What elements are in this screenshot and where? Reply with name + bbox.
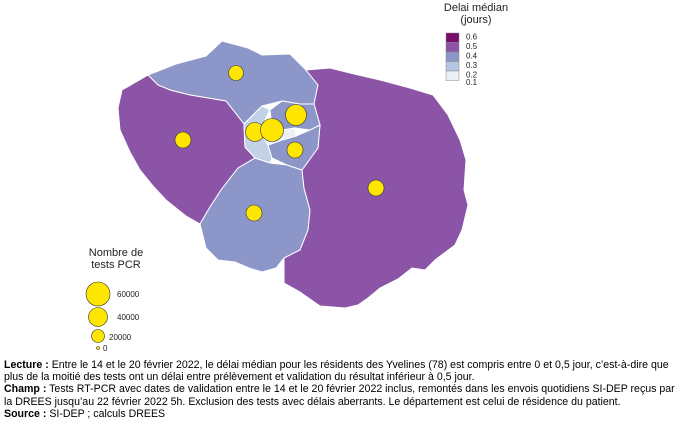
caption-champ-text: Tests RT-PCR avec dates de validation en… xyxy=(4,383,675,408)
caption-champ: Champ : Tests RT-PCR avec dates de valid… xyxy=(4,383,682,407)
legend-swatch-0-3 xyxy=(445,61,460,72)
bubble-seine-saint-denis xyxy=(285,104,307,126)
size-legend-title: Nombre de tests PCR xyxy=(78,247,154,271)
bubble-yvelines xyxy=(174,131,192,149)
legend-label-0-5: 0.5 xyxy=(466,42,478,51)
caption-lecture-text: Entre le 14 et le 20 février 2022, le dé… xyxy=(4,359,669,384)
delay-legend-title-line1: Delai médian xyxy=(443,2,509,14)
bubble-val-d-oise xyxy=(228,65,244,81)
delay-legend-title-line2: (jours) xyxy=(460,14,492,26)
size-legend-label-0: 0 xyxy=(103,344,108,353)
size-legend-circle-0 xyxy=(96,346,100,350)
legend-swatch-0-6 xyxy=(445,32,460,43)
caption-champ-label: Champ : xyxy=(4,383,47,396)
bubble-paris xyxy=(260,118,284,142)
size-legend-circle-60000 xyxy=(85,281,111,307)
size-legend-title-line1: Nombre de xyxy=(88,247,144,259)
bubble-seine-et-marne xyxy=(367,179,385,197)
caption-source-text: SI-DEP ; calculs DREES xyxy=(46,407,166,420)
caption-lecture-label: Lecture : xyxy=(4,359,49,371)
size-legend-circle-20000 xyxy=(91,329,105,343)
figure-caption: Lecture : Entre le 14 et le 20 février 2… xyxy=(4,359,682,420)
legend-swatch-0-2 xyxy=(445,70,460,81)
size-legend-circle-40000 xyxy=(88,307,108,327)
delay-legend: 0.6 0.5 0.4 0.3 0.2 0.1 xyxy=(445,32,478,87)
legend-swatch-0-4 xyxy=(445,51,460,62)
size-legend-label-60000: 60000 xyxy=(117,290,140,299)
bubble-val-de-marne xyxy=(286,141,304,159)
legend-label-0-1: 0.1 xyxy=(466,78,478,87)
legend-label-0-2: 0.2 xyxy=(466,71,478,80)
caption-lecture: Lecture : Entre le 14 et le 20 février 2… xyxy=(4,359,682,383)
legend-label-0-6: 0.6 xyxy=(466,33,478,42)
bubble-essonne xyxy=(245,204,263,222)
caption-source-label: Source : xyxy=(4,407,47,420)
size-legend-label-40000: 40000 xyxy=(117,313,140,322)
delay-legend-title: Delai médian (jours) xyxy=(440,2,512,26)
legend-swatch-0-5 xyxy=(445,42,460,53)
legend-label-0-3: 0.3 xyxy=(466,61,478,70)
size-legend: 60000 40000 20000 0 xyxy=(85,281,140,353)
caption-source: Source : SI-DEP ; calculs DREES xyxy=(4,408,682,420)
legend-label-0-4: 0.4 xyxy=(466,52,478,61)
size-legend-label-20000: 20000 xyxy=(109,333,132,342)
size-legend-title-line2: tests PCR xyxy=(91,259,141,271)
